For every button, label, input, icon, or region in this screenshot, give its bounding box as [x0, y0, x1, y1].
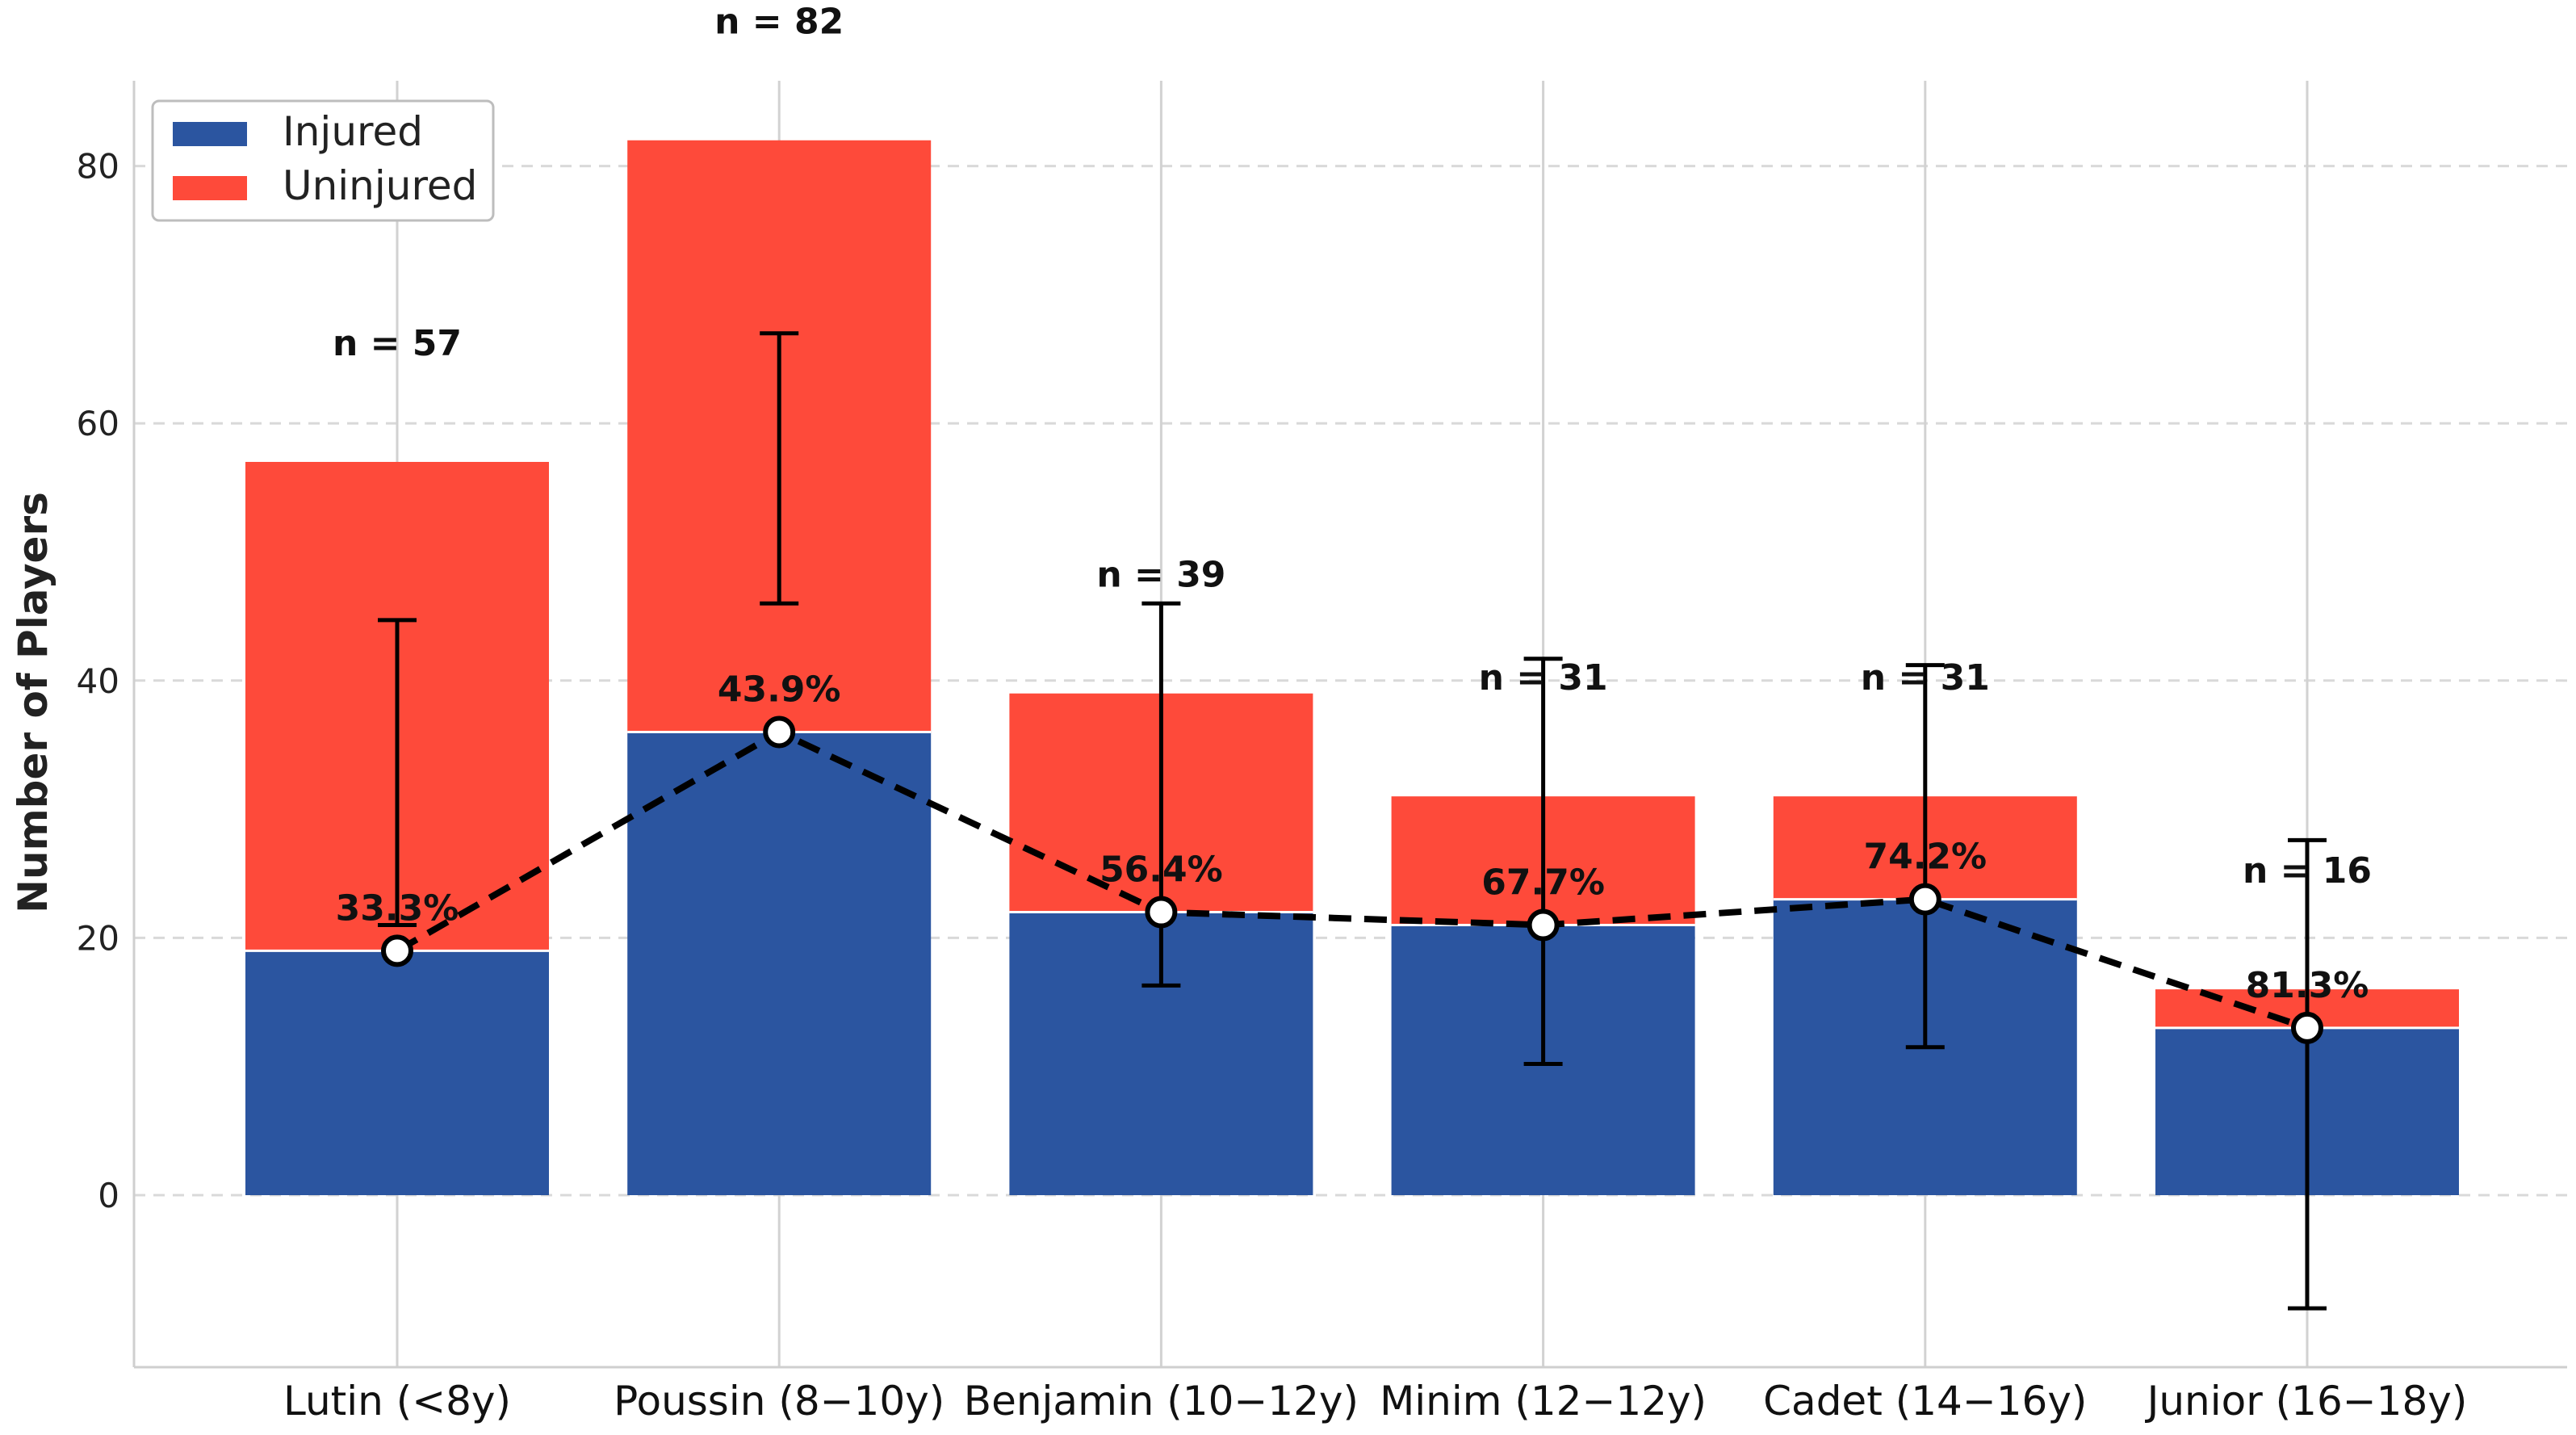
n-label: n = 31 — [1479, 657, 1608, 699]
n-label: n = 16 — [2243, 850, 2372, 892]
legend-swatch-injured — [173, 122, 247, 146]
bar-injured — [627, 732, 932, 1195]
trend-point — [1908, 883, 1941, 916]
n-label: n = 31 — [1861, 657, 1990, 699]
x-tick-label: Lutin (<8y) — [283, 1378, 511, 1425]
percent-label: 43.9% — [718, 669, 841, 711]
percent-label: 56.4% — [1100, 850, 1223, 891]
legend-label-injured: Injured — [283, 108, 423, 155]
y-tick-label: 60 — [77, 404, 119, 443]
labels-layer: n = 57 n = 82 n = 39 n = 31 n = 31 n = 16 33.3… — [333, 2, 2372, 1006]
n-label: n = 57 — [333, 323, 462, 364]
bar-injured — [245, 950, 549, 1195]
percent-label: 33.3% — [336, 887, 459, 929]
line-layer — [381, 715, 2323, 1044]
trend-point — [2291, 1011, 2323, 1044]
y-axis-label: Number of Players — [10, 492, 57, 913]
legend-label-uninjured: Uninjured — [283, 162, 477, 209]
x-tick-label: Cadet (14−16y) — [1763, 1378, 2087, 1425]
percent-label: 74.2% — [1863, 837, 1987, 878]
trend-line — [396, 728, 2309, 1031]
x-tick-label: Minim (12−12y) — [1380, 1378, 1707, 1425]
y-tick-label: 20 — [77, 918, 119, 958]
x-tick-label: Junior (16−18y) — [2145, 1378, 2468, 1425]
trend-point — [1527, 908, 1560, 942]
legend-swatch-uninjured — [173, 176, 247, 200]
y-tick-label: 40 — [77, 661, 119, 701]
n-label: n = 82 — [714, 2, 844, 43]
percent-label: 81.3% — [2246, 965, 2369, 1006]
y-tick-label: 0 — [98, 1176, 119, 1215]
bars-layer — [245, 140, 2459, 1195]
percent-label: 67.7% — [1481, 862, 1605, 903]
trend-point — [381, 934, 413, 967]
n-label: n = 39 — [1096, 555, 1225, 596]
trend-point — [1145, 896, 1178, 929]
legend: Injured Uninjured — [151, 99, 495, 222]
x-tick-label: Poussin (8−10y) — [614, 1378, 945, 1425]
trend-point — [763, 715, 796, 749]
y-tick-label: 80 — [77, 147, 119, 187]
x-tick-label: Benjamin (10−12y) — [964, 1378, 1359, 1425]
axes-layer: 0 20 40 60 80 Lutin (<8y) Poussin (8−10y) Benja… — [77, 81, 2567, 1425]
